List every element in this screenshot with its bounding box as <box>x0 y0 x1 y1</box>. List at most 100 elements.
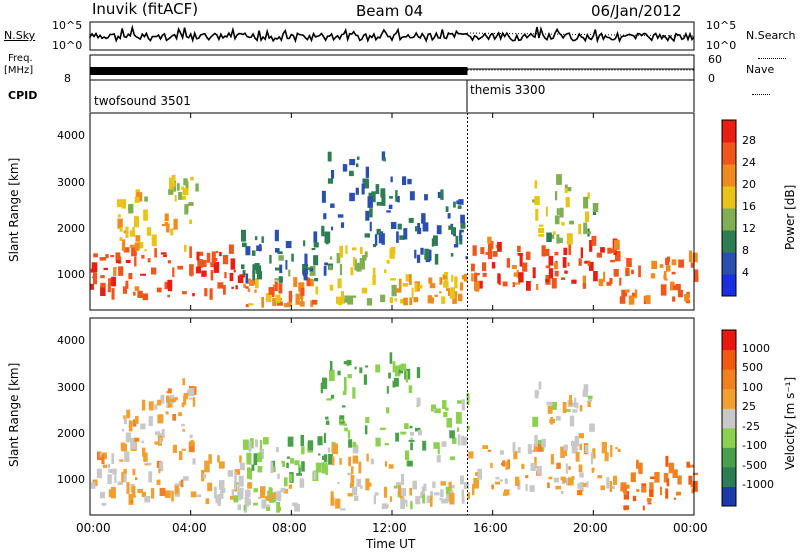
data-cell <box>348 439 353 448</box>
data-cell <box>277 490 282 502</box>
data-cell <box>125 259 131 263</box>
data-cell <box>99 257 106 261</box>
data-cell <box>343 423 347 426</box>
data-cell <box>123 468 127 474</box>
colorbar-swatch <box>722 274 736 297</box>
data-cell <box>171 175 176 181</box>
data-cell <box>582 389 588 397</box>
data-cell <box>381 151 386 161</box>
xtick-1200: 12:00 <box>372 521 407 535</box>
data-cell <box>234 469 240 475</box>
data-cell <box>108 278 114 286</box>
data-cell <box>610 445 613 457</box>
data-cell <box>97 451 102 461</box>
data-cell <box>326 398 333 401</box>
data-cell <box>142 447 146 457</box>
data-cell <box>331 226 334 231</box>
data-cell <box>131 485 136 498</box>
data-cell <box>381 233 385 245</box>
data-cell <box>117 481 123 486</box>
data-cell <box>562 479 567 483</box>
data-cell <box>331 456 335 466</box>
data-cell <box>402 499 408 504</box>
data-cell <box>249 468 252 480</box>
data-cell <box>625 289 630 293</box>
data-cell <box>487 247 493 260</box>
data-cell <box>467 492 470 500</box>
data-cell <box>164 221 168 225</box>
nsearch-tick-low: 10^0 <box>706 39 737 52</box>
data-cell <box>421 486 425 494</box>
data-cell <box>350 267 354 276</box>
data-cell <box>347 295 354 305</box>
data-cell <box>96 468 102 479</box>
data-cell <box>592 448 596 459</box>
data-cell <box>461 275 466 280</box>
data-cell <box>276 502 281 513</box>
data-cell <box>482 262 487 272</box>
data-cell <box>304 253 308 266</box>
data-cell <box>560 490 564 495</box>
data-cell <box>450 456 455 461</box>
data-cell <box>307 440 314 451</box>
data-cell <box>300 434 305 447</box>
data-cell <box>412 480 417 490</box>
data-cell <box>482 445 488 449</box>
data-cell <box>121 239 126 251</box>
data-cell <box>274 281 278 292</box>
data-cell <box>323 432 326 443</box>
data-cell <box>352 247 357 251</box>
velocity-region-8 <box>405 392 470 467</box>
data-cell <box>654 472 660 483</box>
data-cell <box>132 227 135 234</box>
data-cell <box>222 254 229 265</box>
data-cell <box>410 500 413 510</box>
data-cell <box>280 488 286 493</box>
data-cell <box>417 223 421 233</box>
data-cell <box>170 182 176 187</box>
data-cell <box>328 454 333 465</box>
data-cell <box>564 185 568 194</box>
data-cell <box>157 399 162 406</box>
data-cell <box>173 218 178 230</box>
data-cell <box>507 459 510 469</box>
data-cell <box>376 228 381 235</box>
data-cell <box>561 222 565 226</box>
data-cell <box>566 187 572 192</box>
data-cell <box>408 217 414 223</box>
data-cell <box>552 231 556 235</box>
data-cell <box>177 265 184 270</box>
data-cell <box>238 490 242 501</box>
data-cell <box>372 267 376 278</box>
data-cell <box>107 284 111 293</box>
data-cell <box>339 264 343 276</box>
data-cell <box>111 276 116 287</box>
colorbar-swatch <box>722 186 736 209</box>
data-cell <box>410 442 413 451</box>
nsearch-line <box>466 32 695 37</box>
data-cell <box>332 443 338 455</box>
power-region-10 <box>532 174 599 245</box>
data-cell <box>135 235 141 242</box>
colorbar-tick-label: 12 <box>742 222 756 235</box>
data-cell <box>474 272 478 282</box>
colorbar-swatch <box>722 120 736 143</box>
freq-tick: 8 <box>64 72 71 85</box>
data-cell <box>422 222 429 232</box>
data-cell <box>386 259 390 264</box>
data-cell <box>101 454 105 465</box>
data-cell <box>660 486 663 496</box>
data-cell <box>329 256 333 260</box>
data-cell <box>288 484 293 489</box>
data-cell <box>243 439 249 450</box>
power-colorbar <box>721 119 737 297</box>
velocity-region-2 <box>166 378 197 408</box>
data-cell <box>283 488 288 494</box>
data-cell <box>224 272 227 279</box>
data-cell <box>190 272 193 277</box>
data-cell <box>437 191 443 199</box>
colorbar-swatch <box>722 252 736 275</box>
data-cell <box>325 416 329 420</box>
data-cell <box>649 489 654 497</box>
data-cell <box>190 176 194 181</box>
